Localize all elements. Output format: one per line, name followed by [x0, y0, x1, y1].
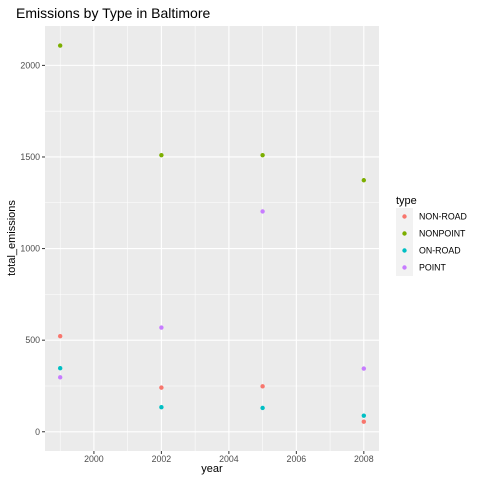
x-tick-label: 2006 — [287, 454, 307, 464]
legend-title: type — [396, 195, 417, 207]
point-point — [159, 325, 164, 330]
legend-marker-nonpoint — [402, 231, 407, 236]
y-tick-label: 2000 — [20, 60, 40, 70]
point-nonpoint — [260, 152, 265, 158]
legend-marker-point — [402, 265, 407, 270]
legend-label-nonpoint: NONPOINT — [419, 229, 466, 239]
point-on-road — [57, 365, 63, 371]
legend-marker-non-road — [402, 214, 407, 219]
point-on-road — [260, 405, 265, 411]
legend-label-point: POINT — [419, 263, 447, 273]
minor-grid — [45, 26, 379, 451]
legend-marker-on-road — [402, 248, 407, 253]
plot-panel — [45, 26, 379, 451]
x-tick-label: 2008 — [354, 454, 374, 464]
point-non-road — [260, 384, 265, 389]
y-tick-label: 0 — [35, 427, 40, 437]
x-axis-title: year — [201, 463, 223, 475]
point-nonpoint — [361, 178, 367, 183]
x-tick-label: 2002 — [152, 454, 172, 464]
legend-label-non-road: NON-ROAD — [419, 212, 467, 222]
point-point — [361, 366, 367, 371]
chart-title: Emissions by Type in Baltimore — [16, 5, 210, 21]
point-non-road — [159, 385, 164, 390]
point-on-road — [159, 405, 164, 410]
x-tick-label: 2004 — [219, 454, 239, 464]
point-on-road — [361, 413, 367, 418]
point-point — [57, 375, 63, 380]
y-axis-ticks: 0 500 1000 1500 2000 — [20, 60, 45, 437]
point-nonpoint — [159, 152, 164, 158]
y-axis-title: total_emissions — [6, 200, 18, 276]
y-tick-label: 1000 — [20, 244, 40, 254]
legend: type NON-ROAD NONPOINT ON-ROAD POINT — [396, 195, 467, 276]
point-nonpoint — [57, 43, 63, 48]
x-tick-label: 2000 — [84, 454, 104, 464]
major-grid — [45, 26, 379, 451]
legend-label-on-road: ON-ROAD — [419, 246, 461, 256]
x-axis-ticks: 2000 2002 2004 2006 2008 — [84, 451, 374, 464]
point-non-road — [57, 333, 63, 339]
y-tick-label: 1500 — [20, 152, 40, 162]
point-non-road — [361, 419, 367, 424]
data-points — [57, 43, 367, 424]
point-point — [260, 209, 265, 214]
y-tick-label: 500 — [25, 335, 40, 345]
